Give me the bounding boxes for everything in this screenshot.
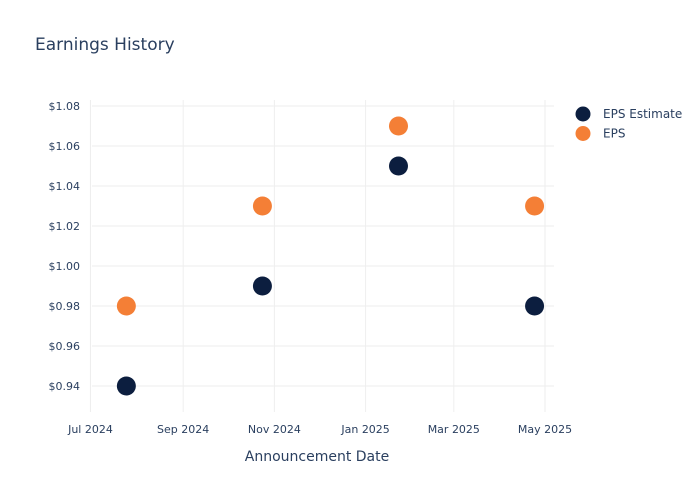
- y-tick-label: $1.00: [49, 260, 81, 273]
- legend-label: EPS: [603, 127, 625, 141]
- data-point: [252, 196, 272, 216]
- chart-title: Earnings History: [35, 35, 175, 55]
- data-point: [525, 196, 545, 216]
- grid: [89, 100, 554, 412]
- x-tick-label: Mar 2025: [428, 423, 480, 436]
- y-tick-label: $0.96: [49, 340, 81, 353]
- x-tick-label: Sep 2024: [157, 423, 209, 436]
- x-tick-label: May 2025: [518, 423, 572, 436]
- y-tick-label: $1.06: [49, 140, 81, 153]
- y-tick-label: $1.08: [49, 100, 81, 113]
- x-tick-label: Jul 2024: [67, 423, 113, 436]
- data-point: [525, 296, 545, 316]
- data-point: [116, 296, 136, 316]
- series-eps-estimate: [116, 156, 545, 396]
- x-tick-label: Nov 2024: [248, 423, 301, 436]
- series-eps: [116, 116, 545, 316]
- data-point: [388, 116, 408, 136]
- y-axis: $0.94 $0.96 $0.98 $1.00 $1.02 $1.04 $1.06 $1.08: [49, 100, 81, 393]
- y-tick-label: $1.04: [49, 180, 81, 193]
- x-axis: Jul 2024 Sep 2024 Nov 2024 Jan 2025 Mar 2025…: [67, 423, 572, 436]
- data-point: [388, 156, 408, 176]
- x-axis-title: Announcement Date: [245, 449, 389, 465]
- data-point: [252, 276, 272, 296]
- y-tick-label: $0.94: [49, 380, 81, 393]
- legend-marker: [575, 106, 591, 122]
- data-point: [116, 376, 136, 396]
- legend-label: EPS Estimate: [603, 107, 682, 121]
- legend-marker: [575, 126, 591, 141]
- x-tick-label: Jan 2025: [340, 423, 389, 436]
- y-tick-label: $1.02: [49, 220, 81, 233]
- y-tick-label: $0.98: [49, 300, 81, 313]
- legend: EPS Estimate EPS: [575, 106, 682, 141]
- data-points: [116, 116, 545, 396]
